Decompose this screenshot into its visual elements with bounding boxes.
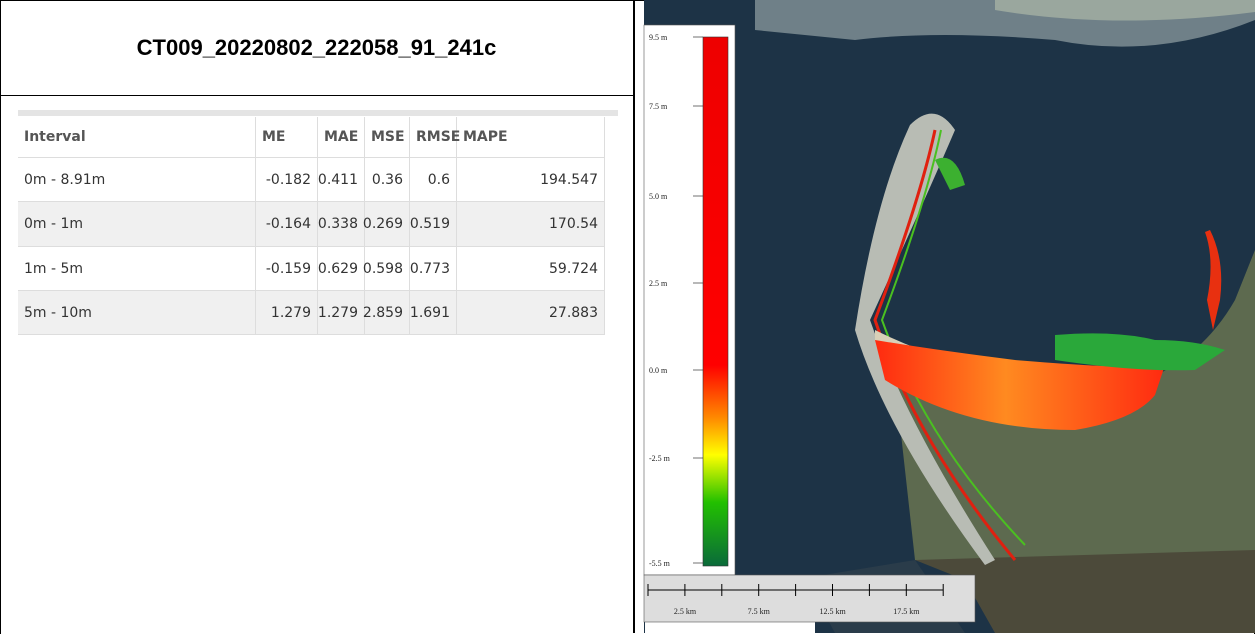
column-header: MAPE [457, 117, 605, 158]
table-value: 0.598 [365, 247, 410, 291]
table-value: 2.859 [365, 291, 410, 335]
table-value: 0.773 [410, 247, 457, 291]
column-header: RMSE [410, 117, 457, 158]
column-header: MSE [365, 117, 410, 158]
table-top [18, 110, 618, 116]
legend-label: -5.5 m [649, 559, 671, 568]
table-value: 1.279 [318, 291, 365, 335]
column-header: MAE [318, 117, 365, 158]
map: 9.5 m 7.5 m 5.0 m 2.5 m 0.0 m -2.5 m -5.5 m 2.… [635, 0, 1255, 633]
column-header: ME [256, 117, 318, 158]
table-value: 1.691 [410, 291, 457, 335]
interval-label: 1m - 5m [18, 247, 256, 291]
column-header: Interval [18, 117, 256, 158]
table-value: 170.54 [457, 202, 605, 247]
interval-label: 5m - 10m [18, 291, 256, 335]
table-value: 0.6 [410, 158, 457, 202]
table-value: -0.182 [256, 158, 318, 202]
table-value: 0.519 [410, 202, 457, 247]
title-rule [0, 95, 634, 96]
table-value: 1.279 [256, 291, 318, 335]
table-value: 0.36 [365, 158, 410, 202]
table-value: 0.629 [318, 247, 365, 291]
legend-label: 9.5 m [649, 33, 668, 42]
table-value: -0.164 [256, 202, 318, 247]
legend-label: 2.5 m [649, 279, 668, 288]
legend-label: 7.5 m [649, 102, 668, 111]
table-value: 0.269 [365, 202, 410, 247]
scale-label: 12.5 km [819, 607, 846, 616]
table-value: 194.547 [457, 158, 605, 202]
interval-label: 0m - 8.91m [18, 158, 256, 202]
legend-label: 0.0 m [649, 366, 668, 375]
table-value: 59.724 [457, 247, 605, 291]
table-value: -0.159 [256, 247, 318, 291]
legend-label: -2.5 m [649, 454, 671, 463]
table-value: 0.411 [318, 158, 365, 202]
page: CT009_20220802_222058_91_241c IntervalME… [0, 0, 1255, 633]
legend-label: 5.0 m [649, 192, 668, 201]
scale-label: 7.5 km [748, 607, 771, 616]
scale-label: 17.5 km [893, 607, 920, 616]
table-value: 27.883 [457, 291, 605, 335]
scale-label: 2.5 km [674, 607, 697, 616]
table-value: 0.338 [318, 202, 365, 247]
interval-label: 0m - 1m [18, 202, 256, 247]
